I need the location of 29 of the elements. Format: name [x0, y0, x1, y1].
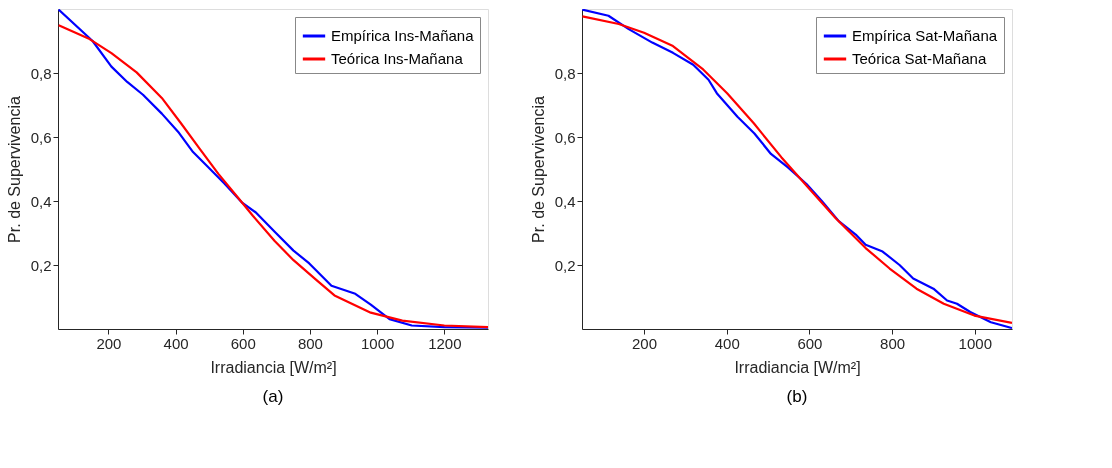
- x-tick-label: 400: [163, 334, 189, 352]
- x-axis-title: Irradiancia [W/m²]: [210, 358, 337, 376]
- y-tick-label: 0,4: [30, 192, 52, 210]
- x-tick-label: 400: [714, 334, 740, 352]
- y-tick-label: 0,4: [554, 192, 576, 210]
- text: (b): [786, 387, 808, 406]
- x-axis-title: Irradiancia [W/m²]: [734, 358, 861, 376]
- legend-label: Empírica Sat-Mañana: [852, 27, 998, 44]
- y-tick-label: 0,8: [30, 64, 52, 82]
- x-tick-label: 1000: [360, 334, 395, 352]
- x-tick-label: 600: [230, 334, 256, 352]
- x-tick-label: 600: [797, 334, 823, 352]
- legend-label: Teórica Ins-Mañana: [331, 50, 464, 67]
- text: (a): [262, 387, 284, 406]
- x-tick-label: 200: [96, 334, 122, 352]
- y-tick-label: 0,6: [554, 128, 576, 146]
- x-tick-label: 800: [880, 334, 906, 352]
- y-axis-title: Pr. de Supervivencia: [529, 96, 547, 243]
- y-tick-label: 0,2: [554, 256, 576, 274]
- x-tick-label: 1200: [428, 334, 462, 352]
- y-axis-title: Pr. de Supervivencia: [5, 96, 23, 243]
- x-tick-label: 800: [297, 334, 323, 352]
- x-tick-label: 200: [632, 334, 658, 352]
- y-tick-label: 0,8: [554, 64, 576, 82]
- x-tick-label: 1000: [958, 334, 992, 352]
- y-tick-label: 0,2: [30, 256, 52, 274]
- legend-label: Teórica Sat-Mañana: [852, 50, 987, 67]
- legend-label: Empírica Ins-Mañana: [331, 27, 475, 44]
- y-tick-label: 0,6: [30, 128, 52, 146]
